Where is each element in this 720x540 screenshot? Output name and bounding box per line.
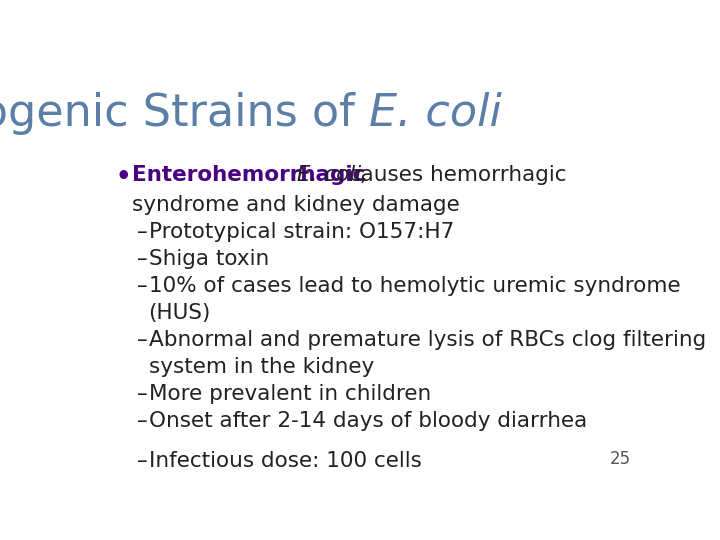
Text: –: – [138,249,148,269]
Text: (HUS): (HUS) [148,303,211,323]
Text: E. coli: E. coli [369,92,502,135]
Text: Prototypical strain: O157:H7: Prototypical strain: O157:H7 [148,222,454,242]
Text: E. coli,: E. coli, [289,165,368,185]
Text: Abnormal and premature lysis of RBCs clog filtering: Abnormal and premature lysis of RBCs clo… [148,330,706,350]
Text: More prevalent in children: More prevalent in children [148,384,431,404]
Text: Infectious dose: 100 cells: Infectious dose: 100 cells [148,451,421,471]
Text: –: – [138,330,148,350]
Text: syndrome and kidney damage: syndrome and kidney damage [132,195,459,215]
Text: 10% of cases lead to hemolytic uremic syndrome: 10% of cases lead to hemolytic uremic sy… [148,276,680,296]
Text: –: – [138,276,148,296]
Text: –: – [138,411,148,431]
Text: 25: 25 [610,450,631,468]
Text: –: – [138,384,148,404]
Text: –: – [138,222,148,242]
Text: Onset after 2-14 days of bloody diarrhea: Onset after 2-14 days of bloody diarrhea [148,411,587,431]
Text: •: • [115,165,130,188]
Text: Shiga toxin: Shiga toxin [148,249,269,269]
Text: system in the kidney: system in the kidney [148,357,374,377]
Text: –: – [138,451,148,471]
Text: Enterohemorrhagic: Enterohemorrhagic [132,165,365,185]
Text: causes hemorrhagic: causes hemorrhagic [342,165,566,185]
Text: Pathogenic Strains of: Pathogenic Strains of [0,92,369,135]
